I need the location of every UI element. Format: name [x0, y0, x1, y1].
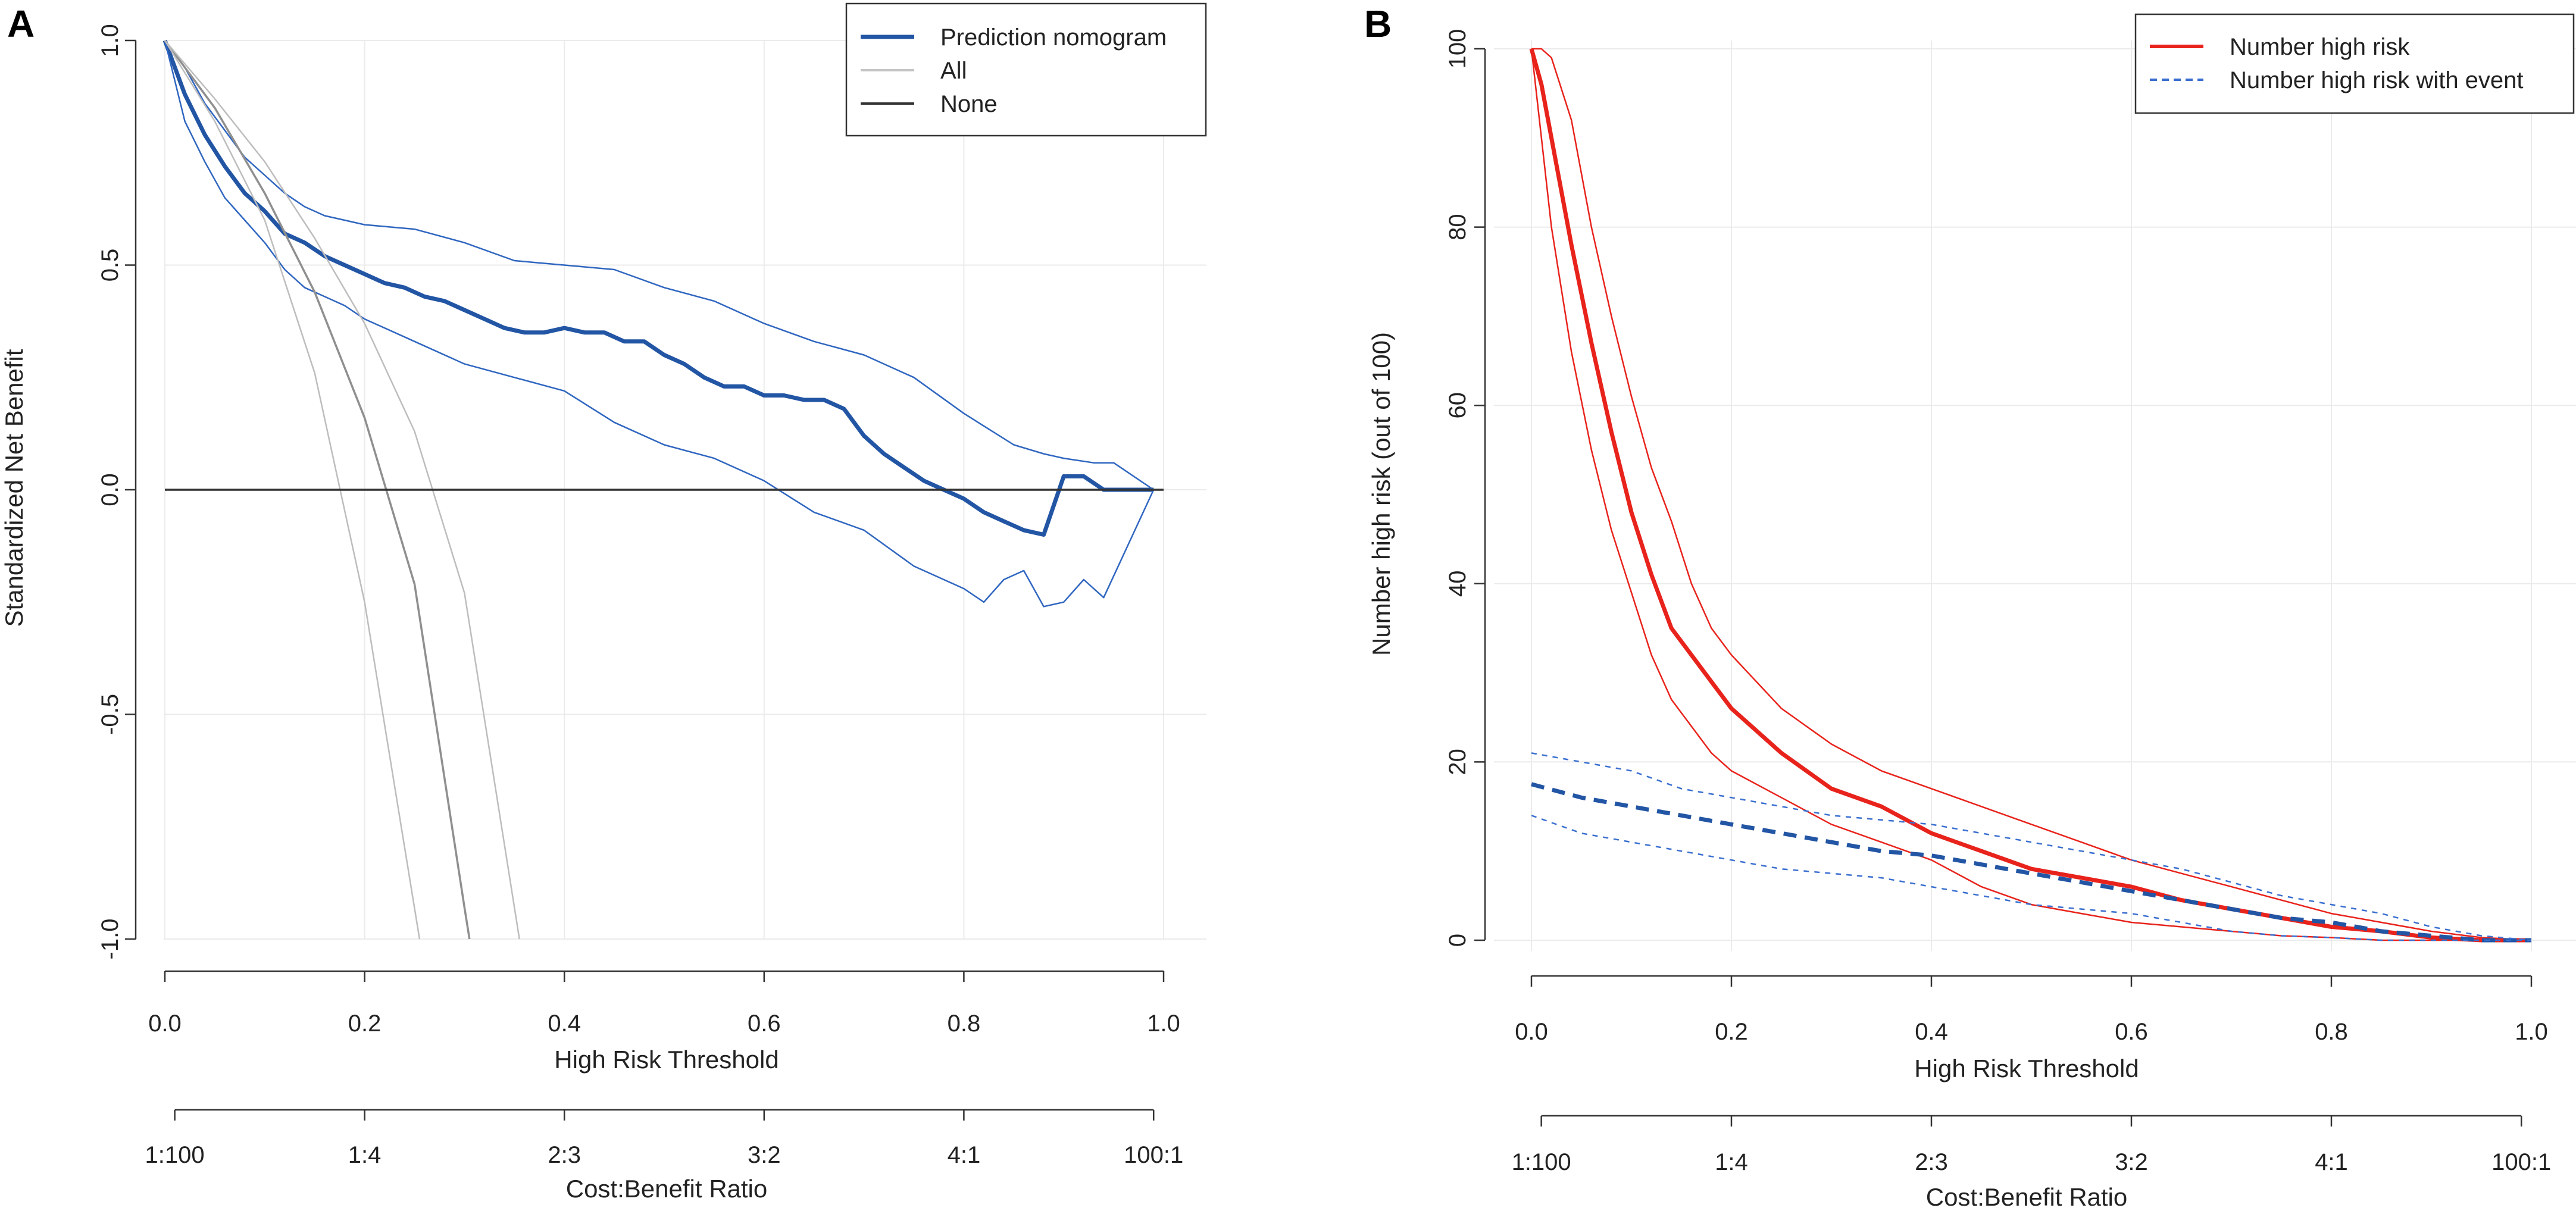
b-x-tick-label-4: 0.8 — [2315, 1019, 2348, 1045]
b-x-tick-label-5: 1.0 — [2515, 1019, 2548, 1045]
b-y-tick-label-2: 40 — [1445, 571, 1471, 597]
panel-a-secondary-x-axis-title: Cost:Benefit Ratio — [566, 1175, 768, 1203]
b-y-tick-label-1: 20 — [1445, 749, 1471, 775]
a-cost-benefit-tick-label-3: 3:2 — [748, 1142, 781, 1168]
panel-b-lines — [1529, 48, 2532, 943]
panel-a-legend-box — [845, 2, 1207, 137]
panel-a-x-axis-title: High Risk Threshold — [554, 1046, 779, 1074]
panel-a: A -1.0 -0.5 0.0 0.5 1.0 0.0 0.2 0.4 0.6 0.8 1.0 1… — [0, 2, 1207, 1203]
a-x-tick-label-1: 0.2 — [348, 1010, 382, 1037]
panel-b-plot-area — [1494, 40, 2576, 951]
series-line-prediction-nomogram — [162, 39, 1154, 537]
panel-a-y-axis-title: Standardized Net Benefit — [0, 349, 28, 627]
panel-b-legend-box — [2134, 13, 2575, 114]
b-cost-benefit-tick-label-2: 2:3 — [1915, 1149, 1948, 1175]
b-cost-benefit-tick-label-0: 1:100 — [1512, 1149, 1571, 1175]
b-x-tick-label-3: 0.6 — [2115, 1019, 2148, 1045]
a-x-tick-label-0: 0.0 — [148, 1010, 182, 1037]
b-y-tick-label-0: 0 — [1445, 934, 1471, 947]
series-line-prediction-nomogram-lower-ci — [164, 40, 1155, 608]
legend-label-all: All — [940, 58, 967, 84]
series-line-all — [164, 39, 471, 940]
b-x-tick-label-0: 0.0 — [1515, 1019, 1548, 1045]
legend-label-none: None — [940, 91, 998, 117]
legend-label-number-high-risk: Number high risk — [2230, 34, 2410, 60]
a-x-tick-label-3: 0.6 — [748, 1010, 781, 1037]
panel-a-letter: A — [7, 2, 35, 45]
a-y-tick-label-0: -1.0 — [97, 919, 123, 960]
panel-b-y-axis-title: Number high risk (out of 100) — [1367, 332, 1395, 656]
panel-a-x-axis: 0.0 0.2 0.4 0.6 0.8 1.0 — [148, 970, 1180, 1037]
series-line-number-high-risk-upper-ci — [1531, 48, 2532, 941]
b-x-tick-label-2: 0.4 — [1915, 1019, 1948, 1045]
a-y-tick-label-4: 1.0 — [97, 24, 123, 57]
panel-b-legend: Number high risk Number high risk with e… — [2134, 13, 2575, 114]
a-y-tick-label-2: 0.0 — [97, 473, 123, 506]
series-line-all-lower-ci — [164, 40, 421, 940]
a-y-tick-label-3: 0.5 — [97, 249, 123, 282]
a-cost-benefit-tick-label-4: 4:1 — [948, 1142, 981, 1168]
series-line-all-upper-ci — [164, 40, 520, 940]
panel-a-y-axis: -1.0 -0.5 0.0 0.5 1.0 — [97, 24, 137, 960]
panel-a-legend: Prediction nomogram All None — [845, 2, 1207, 137]
a-x-tick-label-5: 1.0 — [1147, 1010, 1180, 1037]
a-x-tick-label-2: 0.4 — [548, 1010, 581, 1037]
b-cost-benefit-tick-label-5: 100:1 — [2491, 1149, 2551, 1175]
series-line-prediction-nomogram-upper-ci — [164, 40, 1154, 491]
a-cost-benefit-tick-label-1: 1:4 — [348, 1142, 382, 1168]
panel-b-x-axis-title: High Risk Threshold — [1914, 1054, 2139, 1082]
panel-b-y-axis: 0 20 40 60 80 100 — [1445, 29, 1486, 947]
panel-b-cost-benefit-axis: 1:100 1:4 2:3 3:2 4:1 100:1 — [1512, 1115, 2551, 1175]
b-y-tick-label-5: 100 — [1445, 29, 1471, 69]
b-cost-benefit-tick-label-4: 4:1 — [2315, 1149, 2348, 1175]
panel-b-letter: B — [1364, 2, 1392, 45]
a-cost-benefit-tick-label-2: 2:3 — [548, 1142, 581, 1168]
a-x-tick-label-4: 0.8 — [948, 1010, 981, 1037]
series-line-number-high-risk-with-event — [1531, 782, 2531, 943]
panel-b-x-axis: 0.0 0.2 0.4 0.6 0.8 1.0 — [1515, 975, 2548, 1045]
b-cost-benefit-tick-label-3: 3:2 — [2115, 1149, 2148, 1175]
b-cost-benefit-tick-label-1: 1:4 — [1715, 1149, 1748, 1175]
legend-label-number-high-risk-with-event: Number high risk with event — [2230, 67, 2524, 93]
panel-a-lines — [162, 39, 1164, 940]
series-line-number-high-risk — [1529, 48, 2531, 943]
a-y-tick-label-1: -0.5 — [97, 694, 123, 735]
series-line-number-high-risk-with-event-upper-ci — [1531, 752, 2532, 941]
a-cost-benefit-tick-label-0: 1:100 — [145, 1142, 205, 1168]
b-x-tick-label-1: 0.2 — [1715, 1019, 1748, 1045]
b-y-tick-label-3: 60 — [1445, 392, 1471, 419]
series-line-number-high-risk-with-event-lower-ci — [1531, 815, 2531, 941]
panel-b-secondary-x-axis-title: Cost:Benefit Ratio — [1926, 1183, 2128, 1211]
a-cost-benefit-tick-label-5: 100:1 — [1124, 1142, 1183, 1168]
b-y-tick-label-4: 80 — [1445, 214, 1471, 240]
panel-a-cost-benefit-axis: 1:100 1:4 2:3 3:2 4:1 100:1 — [145, 1109, 1183, 1168]
legend-label-prediction-nomogram: Prediction nomogram — [940, 24, 1167, 51]
